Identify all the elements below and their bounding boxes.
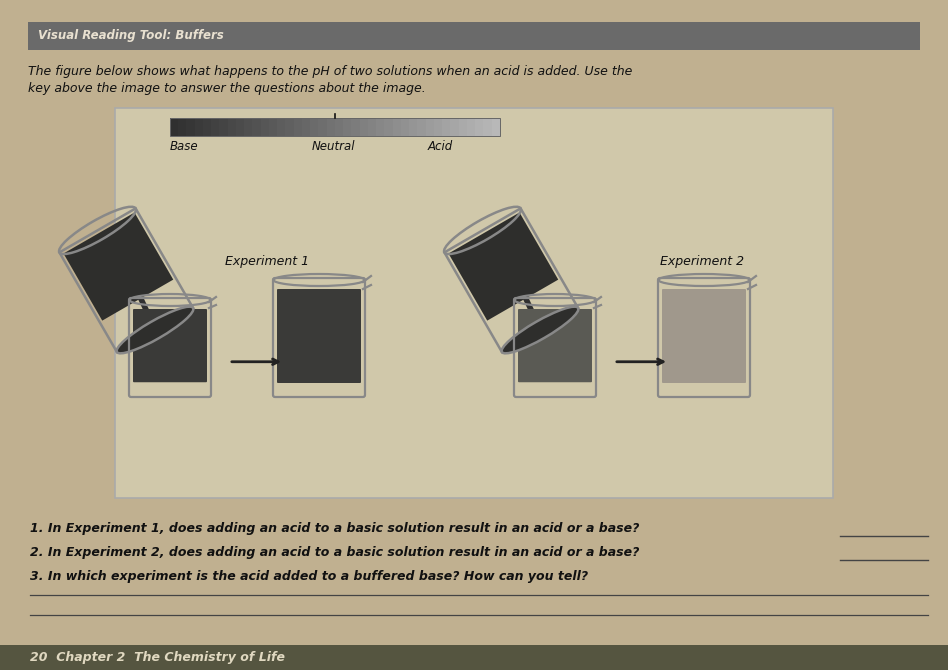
Bar [410, 118, 418, 136]
Bar [0, 645, 948, 670]
Bar [392, 118, 402, 136]
Bar [443, 118, 451, 136]
Bar [194, 118, 204, 136]
Bar [376, 118, 385, 136]
Text: Experiment 1: Experiment 1 [225, 255, 309, 268]
Bar [492, 118, 501, 136]
Bar [294, 118, 302, 136]
Bar [475, 118, 484, 136]
Ellipse shape [501, 307, 578, 353]
Bar [302, 118, 311, 136]
Bar [245, 118, 253, 136]
Bar [327, 118, 336, 136]
Bar [352, 118, 360, 136]
FancyBboxPatch shape [662, 289, 746, 383]
Text: 3. In which experiment is the acid added to a buffered base? How can you tell?: 3. In which experiment is the acid added… [30, 570, 588, 583]
Text: Visual Reading Tool: Buffers: Visual Reading Tool: Buffers [38, 29, 224, 42]
Bar [269, 118, 278, 136]
Bar [277, 118, 286, 136]
Bar [459, 118, 467, 136]
Bar [426, 118, 434, 136]
Text: Experiment 2: Experiment 2 [660, 255, 744, 268]
Ellipse shape [117, 307, 193, 353]
Bar [359, 118, 369, 136]
Bar [115, 108, 833, 498]
Text: Neutral: Neutral [312, 140, 356, 153]
Bar [220, 118, 228, 136]
FancyBboxPatch shape [518, 309, 592, 383]
Bar [310, 118, 319, 136]
Bar [335, 118, 344, 136]
Bar [483, 118, 492, 136]
Bar [170, 118, 179, 136]
Polygon shape [448, 212, 558, 321]
Bar [211, 118, 220, 136]
Text: key above the image to answer the questions about the image.: key above the image to answer the questi… [28, 82, 426, 95]
Bar [178, 118, 187, 136]
Bar [401, 118, 410, 136]
Bar [170, 118, 500, 136]
Bar [203, 118, 211, 136]
FancyBboxPatch shape [133, 309, 207, 383]
FancyBboxPatch shape [277, 289, 361, 383]
Text: 2. In Experiment 2, does adding an acid to a basic solution result in an acid or: 2. In Experiment 2, does adding an acid … [30, 546, 639, 559]
Bar [417, 118, 427, 136]
Bar [285, 118, 294, 136]
Bar [434, 118, 443, 136]
Bar [385, 118, 393, 136]
Bar [368, 118, 376, 136]
Text: 1. In Experiment 1, does adding an acid to a basic solution result in an acid or: 1. In Experiment 1, does adding an acid … [30, 522, 639, 535]
Bar [228, 118, 236, 136]
Polygon shape [64, 212, 173, 321]
Bar [28, 22, 920, 50]
Text: Base: Base [170, 140, 199, 153]
Bar [467, 118, 476, 136]
Bar [343, 118, 352, 136]
Bar [187, 118, 195, 136]
Bar [236, 118, 245, 136]
Text: 20  Chapter 2  The Chemistry of Life: 20 Chapter 2 The Chemistry of Life [30, 651, 285, 663]
Bar [319, 118, 327, 136]
Bar [252, 118, 262, 136]
Text: The figure below shows what happens to the pH of two solutions when an acid is a: The figure below shows what happens to t… [28, 65, 632, 78]
Text: Acid: Acid [428, 140, 452, 153]
Bar [450, 118, 459, 136]
Bar [261, 118, 269, 136]
